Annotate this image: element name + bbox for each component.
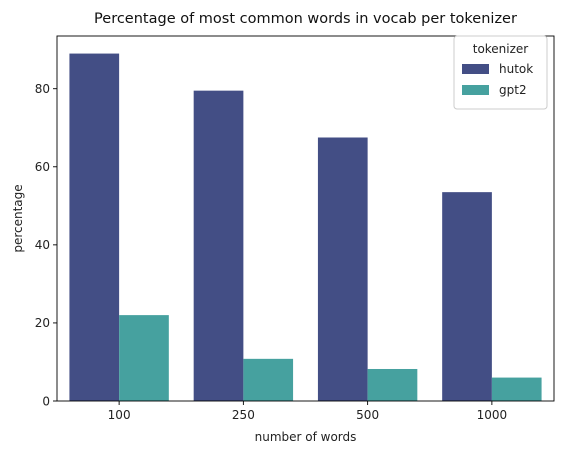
bar-gpt2-1000	[491, 377, 542, 401]
y-tick-label: 40	[35, 238, 50, 252]
x-tick-label: 100	[108, 408, 131, 422]
plot-frame	[56, 35, 555, 402]
y-axis-label: percentage	[11, 184, 25, 252]
legend-label-hutok: hutok	[499, 62, 533, 76]
bar-gpt2-100	[119, 315, 169, 401]
chart-title: Percentage of most common words in vocab…	[94, 11, 517, 27]
bar-gpt2-250	[243, 358, 294, 401]
x-tick-label: 500	[356, 408, 379, 422]
legend-swatch-gpt2	[462, 85, 489, 95]
y-tick-label: 60	[35, 160, 50, 174]
bar-hutok-1000	[442, 192, 492, 401]
bar-hutok-500	[317, 137, 368, 402]
y-tick-label: 0	[42, 394, 50, 408]
bar-gpt2-500	[367, 368, 418, 401]
y-tick-label: 80	[35, 82, 50, 96]
bar-hutok-100	[69, 53, 120, 402]
bars-group	[69, 53, 542, 402]
legend-title: tokenizer	[473, 42, 529, 56]
x-tick-label: 1000	[477, 408, 508, 422]
legend-label-gpt2: gpt2	[499, 83, 527, 97]
axes-group: 0 20 40 60 80 100 250 500 1000	[35, 35, 555, 422]
y-tick-label: 20	[35, 316, 50, 330]
legend: tokenizer hutok gpt2	[453, 35, 548, 110]
bar-hutok-250	[193, 90, 244, 401]
x-tick-label: 250	[232, 408, 255, 422]
x-axis-label: number of words	[255, 430, 357, 444]
legend-swatch-hutok	[462, 64, 489, 74]
